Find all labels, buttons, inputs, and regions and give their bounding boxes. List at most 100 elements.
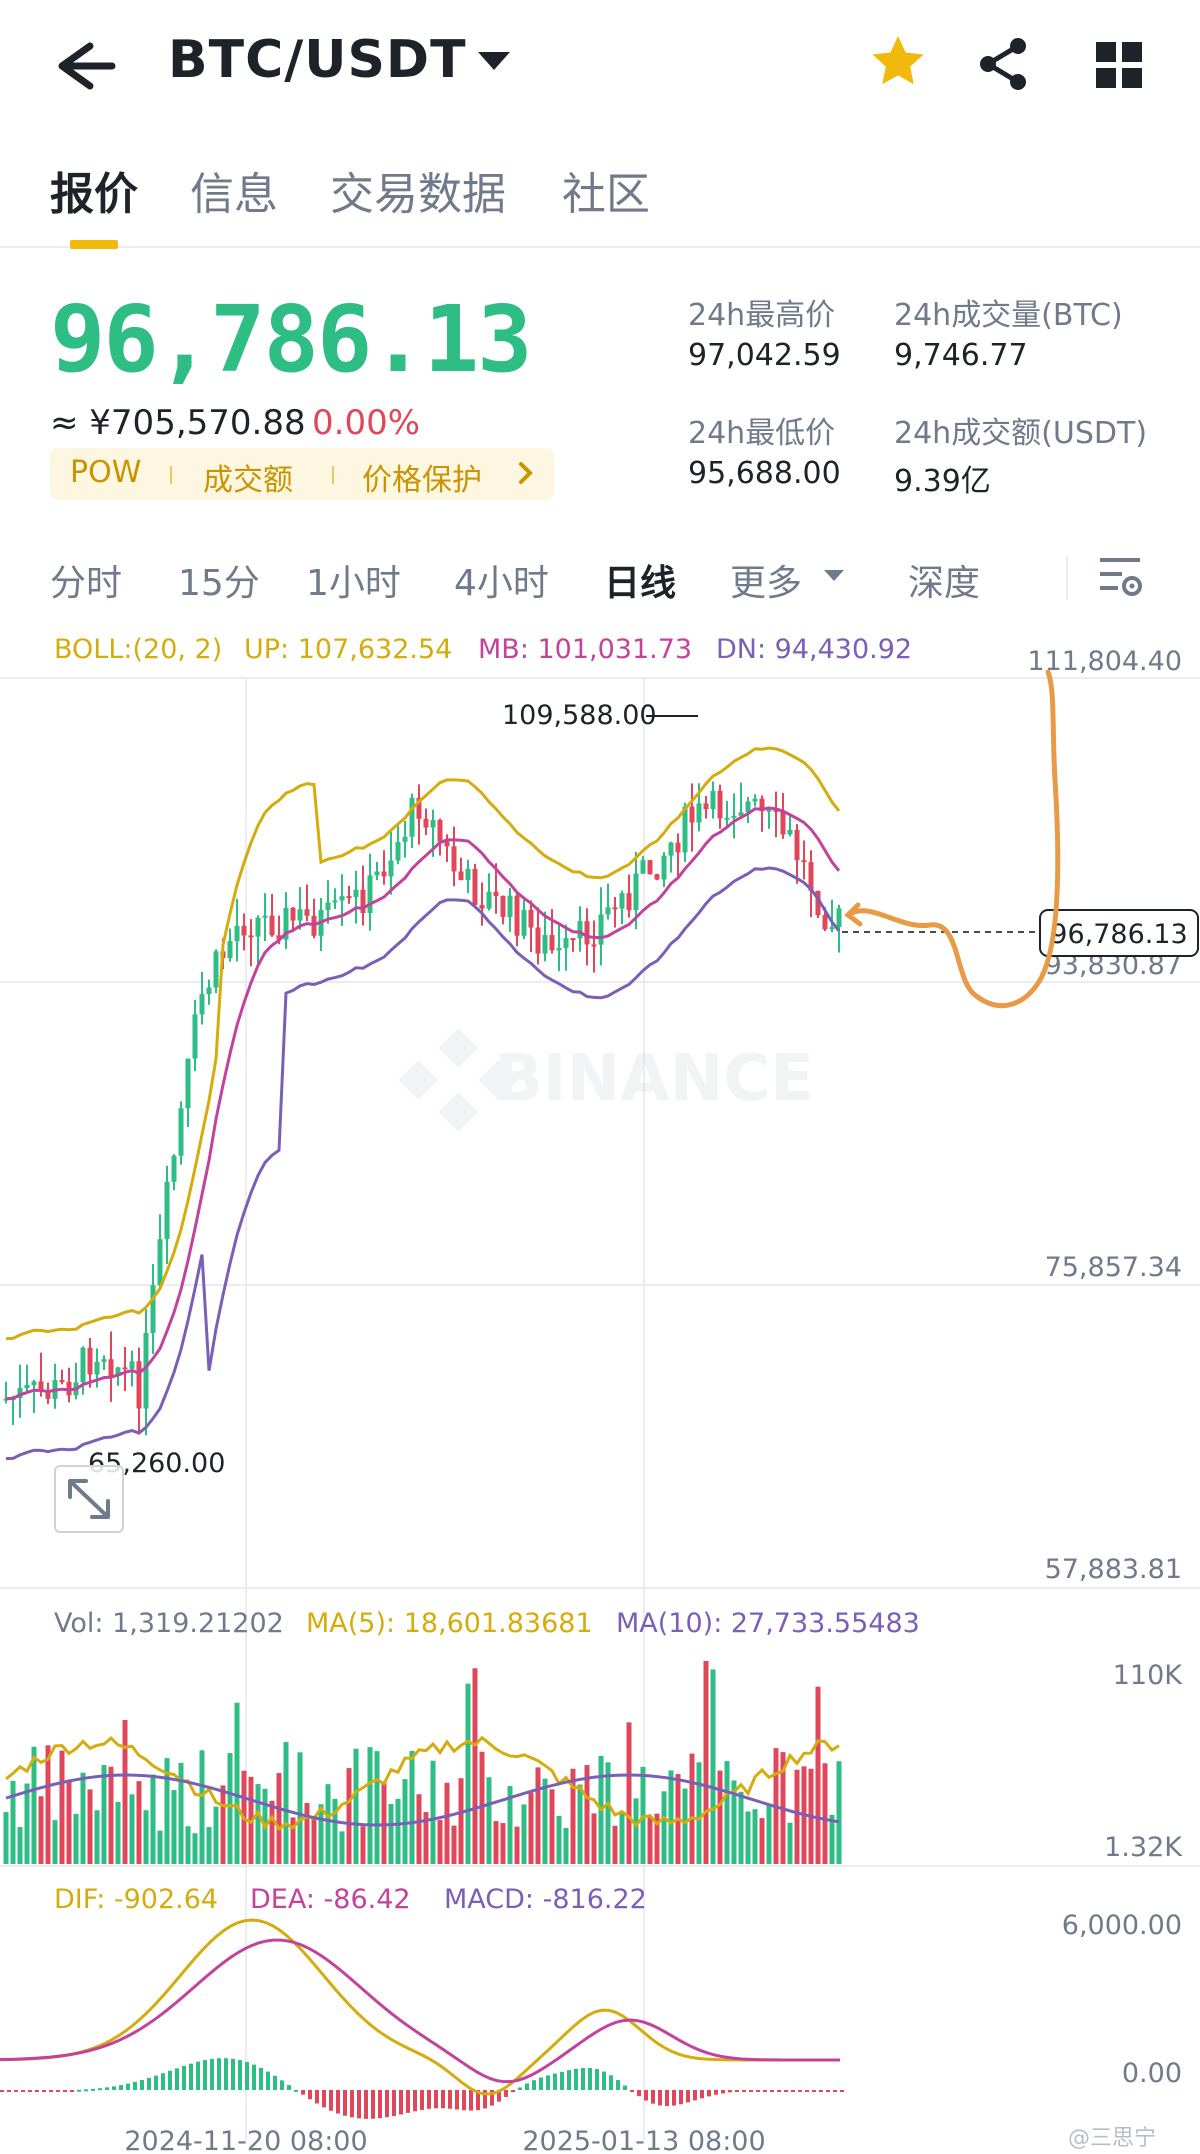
stat-low-value: 95,688.00 bbox=[688, 456, 841, 491]
volume-bar bbox=[556, 1815, 562, 1864]
tab-community[interactable]: 社区 bbox=[562, 169, 650, 220]
candle-body bbox=[108, 1359, 114, 1377]
volume-bar bbox=[836, 1761, 842, 1864]
volume-bar bbox=[395, 1798, 401, 1864]
chart-settings-icon[interactable] bbox=[1096, 552, 1144, 604]
interval-1h[interactable]: 1小时 bbox=[306, 563, 401, 604]
grid-icon[interactable] bbox=[1096, 42, 1142, 92]
macd-histogram-bar bbox=[364, 2090, 368, 2119]
macd-histogram-bar bbox=[56, 2090, 60, 2092]
volume-bar bbox=[738, 1791, 744, 1864]
stat-volume-btc-value: 9,746.77 bbox=[894, 338, 1028, 373]
tab-info[interactable]: 信息 bbox=[190, 169, 278, 220]
candle-body bbox=[521, 909, 527, 936]
candle-body bbox=[472, 868, 478, 905]
chart-gridlines bbox=[0, 677, 1200, 2140]
last-price-tag-text: 96,786.13 bbox=[1050, 919, 1187, 950]
volume-bar bbox=[514, 1826, 520, 1864]
macd-histogram-bar bbox=[70, 2090, 74, 2092]
candle-body bbox=[115, 1367, 121, 1377]
star-icon[interactable] bbox=[868, 32, 928, 96]
tab-quote[interactable]: 报价 bbox=[50, 169, 138, 220]
volume-axis-bottom: 1.32K bbox=[1104, 1832, 1183, 1863]
candle-body bbox=[451, 846, 457, 872]
back-arrow-icon[interactable] bbox=[50, 36, 120, 96]
volume-bar bbox=[199, 1750, 205, 1864]
macd-histogram-bar bbox=[196, 2061, 200, 2090]
chevron-right-icon[interactable] bbox=[516, 458, 536, 492]
macd-histogram-bar bbox=[413, 2090, 417, 2112]
volume-bar bbox=[304, 1803, 310, 1864]
macd-histogram-bar bbox=[749, 2090, 753, 2092]
interval-15m[interactable]: 15分 bbox=[178, 563, 260, 604]
macd-histogram-bar bbox=[735, 2090, 739, 2092]
volume-bar bbox=[339, 1831, 345, 1864]
expand-chart-icon[interactable] bbox=[54, 1465, 124, 1533]
price-axis-label: 111,804.40 bbox=[1027, 646, 1182, 677]
candle-body bbox=[766, 809, 772, 812]
trading-pair-title[interactable]: BTC/USDT bbox=[168, 30, 467, 90]
macd-histogram-bar bbox=[448, 2090, 452, 2109]
macd-histogram-bar bbox=[805, 2090, 809, 2092]
volume-bar bbox=[38, 1796, 44, 1864]
caret-down-icon[interactable] bbox=[476, 50, 512, 78]
macd-histogram bbox=[0, 2058, 844, 2119]
macd-histogram-bar bbox=[784, 2090, 788, 2092]
tag-pow[interactable]: POW bbox=[70, 455, 142, 490]
volume-bar bbox=[150, 1774, 156, 1864]
macd-histogram-bar bbox=[518, 2087, 522, 2090]
macd-histogram-bar bbox=[406, 2090, 410, 2113]
macd-histogram-bar bbox=[525, 2083, 529, 2090]
macd-histogram-bar bbox=[469, 2090, 473, 2111]
caret-down-icon[interactable] bbox=[822, 568, 846, 588]
volume-bar bbox=[647, 1817, 653, 1864]
candle-body bbox=[703, 803, 709, 810]
candle-body bbox=[395, 841, 401, 861]
tab-trading-data[interactable]: 交易数据 bbox=[330, 169, 506, 220]
macd-histogram-bar bbox=[203, 2060, 207, 2090]
volume-bar bbox=[59, 1750, 65, 1864]
candle-body bbox=[276, 935, 282, 940]
macd-histogram-bar bbox=[280, 2080, 284, 2090]
volume-bar bbox=[710, 1669, 716, 1864]
interval-4h[interactable]: 4小时 bbox=[454, 563, 549, 604]
volume-bar bbox=[66, 1779, 72, 1864]
boll-dn-label: DN: 94,430.92 bbox=[716, 634, 912, 665]
volume-bar bbox=[682, 1788, 688, 1864]
volume-ma10-line bbox=[5, 1773, 840, 1827]
candle-body bbox=[633, 873, 639, 911]
macd-histogram-bar bbox=[224, 2058, 228, 2090]
macd-histogram-bar bbox=[455, 2090, 459, 2110]
candle-body bbox=[794, 829, 800, 861]
candle-body bbox=[31, 1381, 37, 1385]
share-icon[interactable] bbox=[976, 36, 1032, 96]
candle-body bbox=[346, 896, 352, 899]
volume-bar bbox=[731, 1780, 737, 1864]
volume-bar bbox=[101, 1765, 107, 1864]
macd-histogram-bar bbox=[707, 2090, 711, 2097]
volume-bar bbox=[486, 1777, 492, 1864]
volume-bar bbox=[703, 1660, 709, 1864]
volume-bar bbox=[451, 1825, 457, 1864]
tag-price-protection[interactable]: 价格保护 bbox=[362, 463, 482, 498]
volume-bar bbox=[94, 1810, 100, 1864]
candle-body bbox=[381, 871, 387, 877]
candle-body bbox=[815, 890, 821, 916]
interval-time[interactable]: 分时 bbox=[50, 563, 123, 604]
tag-bar[interactable] bbox=[50, 448, 554, 500]
tag-turnover[interactable]: 成交额 bbox=[203, 463, 293, 498]
bollinger-bands bbox=[5, 746, 841, 1461]
candlestick-chart[interactable]: BINANCE BOLL:(20, 2) UP: 107,632.54 MB: … bbox=[0, 620, 1200, 2154]
macd-histogram-bar bbox=[581, 2067, 585, 2090]
volume-axis-top: 110K bbox=[1113, 1660, 1184, 1691]
candle-body bbox=[178, 1108, 184, 1156]
candle-body bbox=[290, 908, 296, 921]
macd-histogram-bar bbox=[420, 2090, 424, 2110]
interval-1d[interactable]: 日线 bbox=[604, 563, 677, 604]
macd-histogram-bar bbox=[609, 2075, 613, 2090]
interval-more[interactable]: 更多 bbox=[730, 563, 803, 604]
interval-depth[interactable]: 深度 bbox=[908, 563, 981, 604]
candle-body bbox=[556, 947, 562, 951]
macd-histogram-bar bbox=[0, 2090, 4, 2092]
volume-bar bbox=[164, 1758, 170, 1864]
